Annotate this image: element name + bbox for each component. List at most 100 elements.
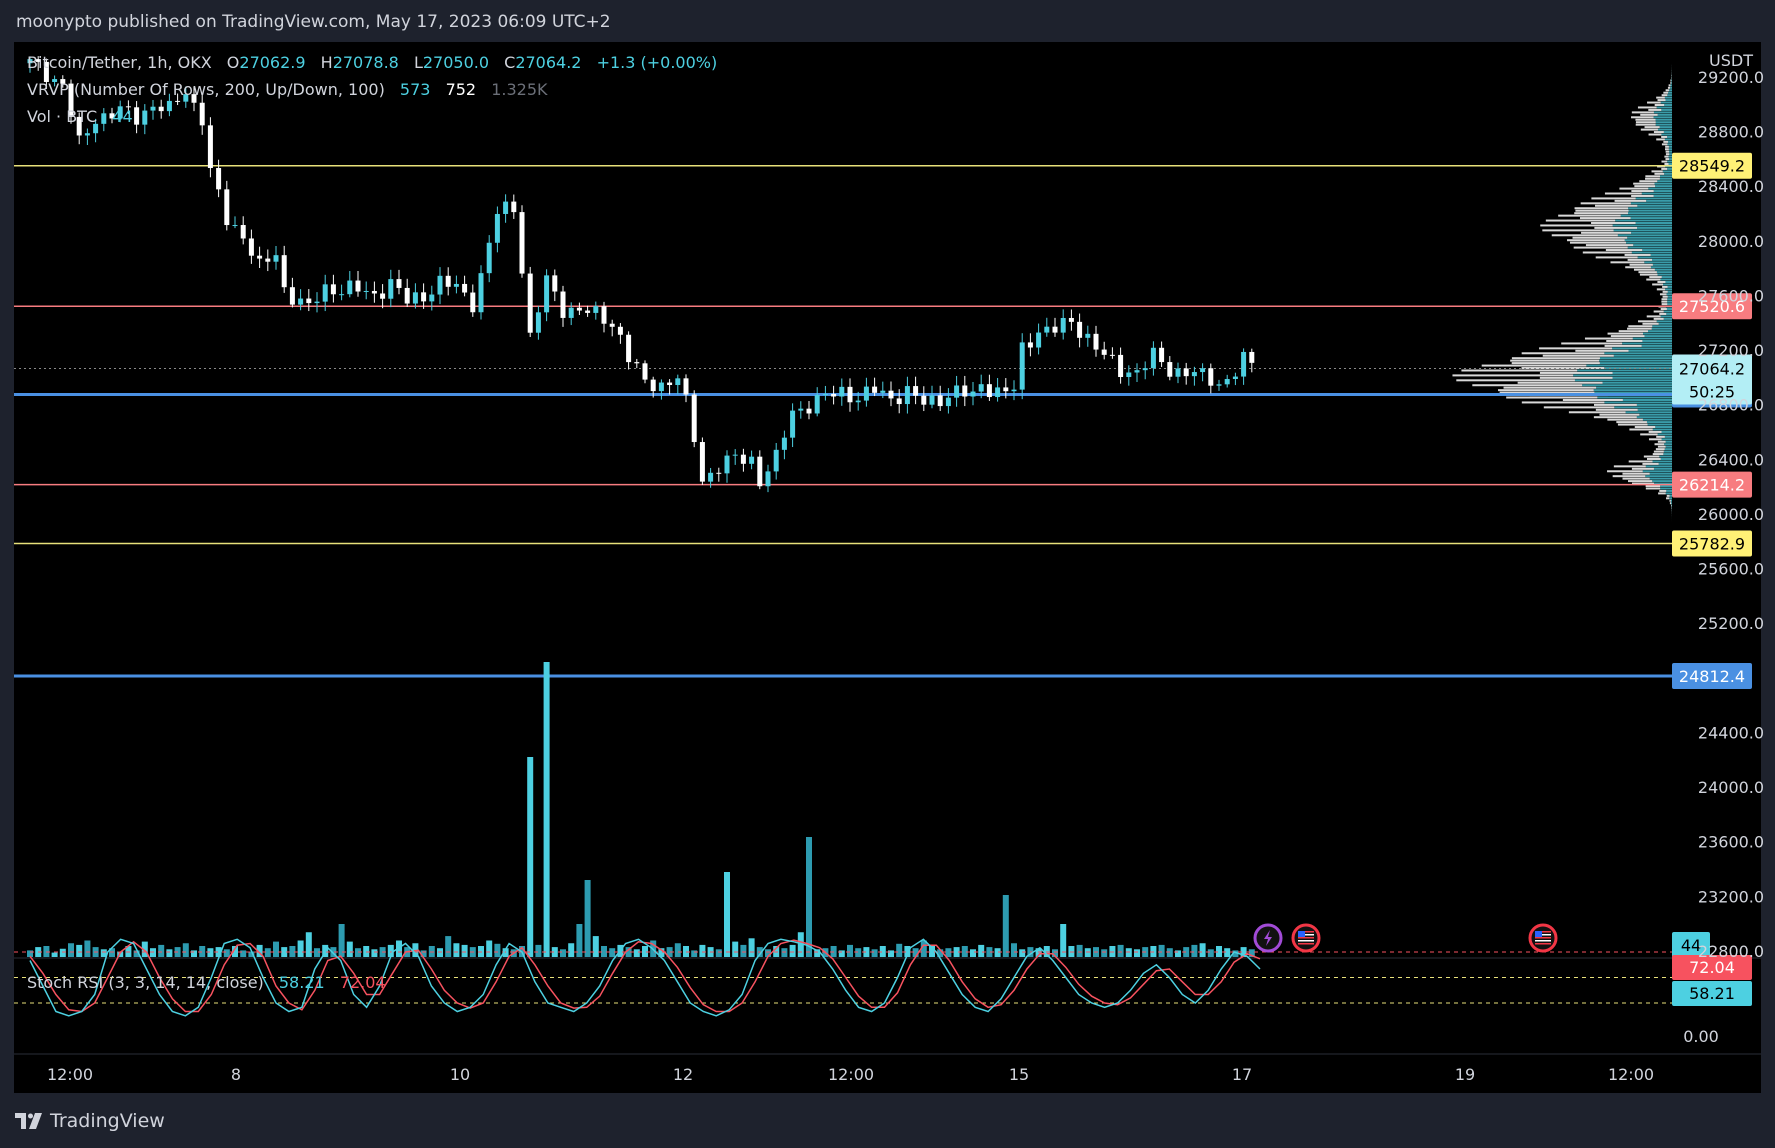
candle-body bbox=[306, 298, 312, 304]
candle-body bbox=[781, 437, 787, 450]
vol-value: 44 bbox=[112, 107, 133, 126]
volume-bar bbox=[453, 943, 460, 957]
volume-bar bbox=[232, 946, 238, 957]
price-tick: 27600.0 bbox=[1698, 286, 1764, 305]
candle-body bbox=[773, 449, 779, 472]
ohlc-legend: Bitcoin/Tether, 1h, OKX O27062.9 H27078.… bbox=[27, 53, 727, 72]
profile-bar-up bbox=[1657, 433, 1672, 436]
tradingview-brand[interactable]: TradingView bbox=[50, 1110, 165, 1132]
profile-bar-down bbox=[1651, 170, 1663, 173]
candle-body bbox=[839, 386, 845, 397]
profile-bar-down bbox=[1657, 99, 1666, 102]
profile-bar-up bbox=[1669, 153, 1672, 156]
profile-bar-up bbox=[1653, 194, 1672, 197]
profile-bar-up bbox=[1599, 357, 1672, 360]
publish-header: moonypto published on TradingView.com, M… bbox=[0, 0, 1775, 42]
profile-bar-down bbox=[1638, 320, 1657, 323]
price-tick: 23200.0 bbox=[1698, 887, 1764, 906]
candle-body bbox=[486, 242, 492, 274]
profile-bar-down bbox=[1517, 381, 1603, 384]
profile-bar-up bbox=[1660, 278, 1672, 281]
price-tick: 26000.0 bbox=[1698, 505, 1764, 524]
vrvp-label[interactable]: VRVP (Number Of Rows, 200, Up/Down, 100) bbox=[27, 80, 385, 99]
us-flag-event-icon[interactable] bbox=[1528, 923, 1558, 953]
candle-body bbox=[199, 102, 205, 126]
chart-frame[interactable] bbox=[14, 42, 1761, 1093]
vol-label[interactable]: Vol · BTC bbox=[27, 107, 98, 126]
candle-body bbox=[1003, 387, 1009, 392]
tradingview-logo-icon[interactable] bbox=[15, 1111, 43, 1131]
volume-bar bbox=[1076, 944, 1083, 957]
candle-body bbox=[150, 106, 156, 111]
profile-bar-down bbox=[1593, 416, 1637, 419]
profile-bar-down bbox=[1638, 271, 1657, 274]
profile-bar-up bbox=[1664, 104, 1672, 107]
profile-bar-down bbox=[1604, 344, 1642, 347]
symbol-label[interactable]: Bitcoin/Tether, 1h, OKX bbox=[27, 53, 212, 72]
profile-bar-up bbox=[1665, 445, 1672, 448]
volume-bar bbox=[765, 949, 771, 957]
profile-bar-up bbox=[1667, 298, 1672, 301]
lightning-event-icon[interactable] bbox=[1253, 923, 1283, 953]
profile-bar-down bbox=[1642, 322, 1659, 325]
profile-bar-up bbox=[1596, 386, 1672, 389]
volume-bar bbox=[1232, 950, 1239, 957]
candle-body bbox=[35, 59, 41, 62]
profile-bar-down bbox=[1612, 475, 1646, 478]
candle-body bbox=[109, 113, 115, 119]
profile-bar-down bbox=[1642, 462, 1659, 465]
candle-body bbox=[1208, 368, 1214, 386]
volume-bar bbox=[904, 946, 911, 957]
price-tick: 28800.0 bbox=[1698, 123, 1764, 142]
profile-bar-down bbox=[1574, 207, 1629, 210]
volume-bar bbox=[182, 943, 189, 957]
profile-bar-up bbox=[1665, 492, 1672, 495]
volume-bar bbox=[141, 941, 148, 957]
profile-bar-down bbox=[1633, 182, 1655, 185]
profile-bar-down bbox=[1594, 226, 1638, 229]
profile-bar-up bbox=[1671, 502, 1672, 505]
profile-bar-down bbox=[1661, 143, 1668, 146]
candle-body bbox=[945, 397, 951, 407]
time-tick: 10 bbox=[450, 1065, 470, 1084]
candle-body bbox=[765, 471, 771, 487]
profile-bar-up bbox=[1637, 204, 1672, 207]
us-flag-event-icon[interactable] bbox=[1291, 923, 1321, 953]
profile-bar-up bbox=[1664, 435, 1672, 438]
profile-bar-up bbox=[1626, 241, 1672, 244]
candle-body bbox=[609, 323, 615, 327]
high-value: 27078.8 bbox=[332, 53, 399, 72]
candle-body bbox=[52, 79, 58, 82]
profile-bar-up bbox=[1594, 391, 1672, 394]
candle-body bbox=[380, 293, 386, 299]
profile-bar-down bbox=[1664, 163, 1669, 166]
volume-bar bbox=[1101, 949, 1108, 957]
volume-bar bbox=[666, 947, 673, 957]
profile-bar-down bbox=[1633, 268, 1655, 271]
candle-body bbox=[519, 212, 525, 274]
stoch-k-value: 58.21 bbox=[278, 973, 325, 992]
profile-bar-down bbox=[1595, 204, 1638, 207]
profile-bar-up bbox=[1627, 236, 1672, 239]
price-axis: 29200.0 28800.0 28400.0 28000.0 27600.0 27200… bbox=[1698, 51, 1764, 961]
volume-bar bbox=[215, 947, 222, 957]
profile-bar-up bbox=[1667, 300, 1672, 303]
profile-bar-up bbox=[1671, 79, 1672, 82]
profile-bar-down bbox=[1649, 276, 1662, 279]
volume-bar bbox=[970, 949, 976, 957]
volume-bar bbox=[1248, 949, 1255, 957]
profile-bar-down bbox=[1627, 480, 1653, 483]
profile-bar-down bbox=[1663, 140, 1669, 143]
profile-bar-down bbox=[1521, 352, 1605, 355]
volume-bar bbox=[978, 944, 985, 957]
profile-bar-down bbox=[1660, 308, 1667, 311]
profile-bar-up bbox=[1669, 89, 1672, 92]
profile-bar-down bbox=[1452, 374, 1574, 377]
volume-bar bbox=[855, 948, 862, 957]
stoch-label[interactable]: Stoch RSI (3, 3, 14, 14, close) bbox=[27, 973, 264, 992]
profile-bar-down bbox=[1663, 91, 1669, 94]
time-axis: 12:00 8 10 12 12:00 15 17 19 12:00 bbox=[14, 1053, 1761, 1084]
candle-body bbox=[421, 292, 427, 302]
candle-body bbox=[1101, 349, 1107, 355]
